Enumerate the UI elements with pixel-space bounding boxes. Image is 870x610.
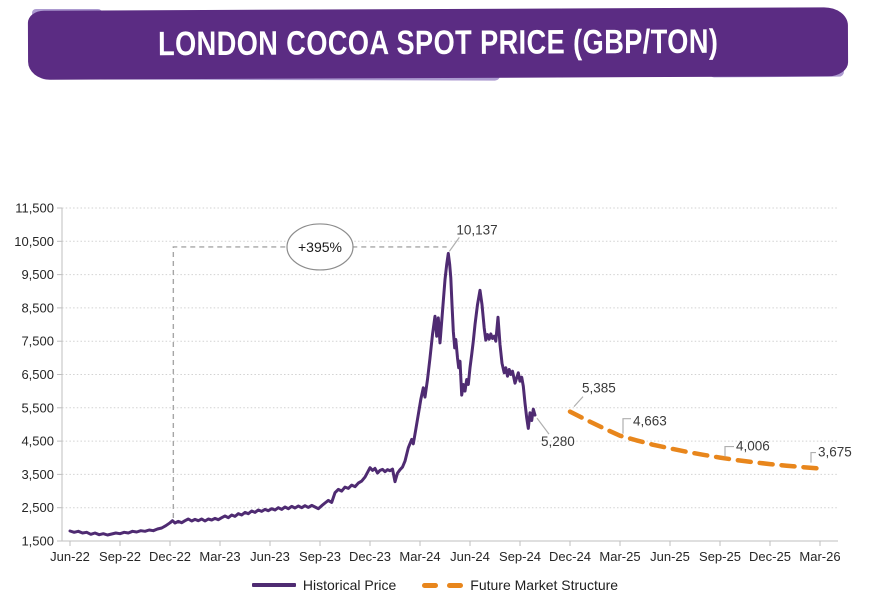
pct-change-ellipse: [286, 223, 354, 271]
legend-item-historical: Historical Price: [251, 577, 397, 593]
legend-label-historical: Historical Price: [302, 577, 397, 593]
legend-item-forecast: Future Market Structure: [422, 577, 618, 593]
y-tick-label: 10,500: [14, 234, 54, 249]
x-tick-label: Dec-25: [749, 549, 791, 564]
x-tick-label: Jun-24: [450, 549, 490, 564]
x-tick-label: Mar-25: [599, 549, 640, 564]
forecast-line-swatch: [422, 582, 464, 588]
x-tick-label: Mar-24: [399, 549, 440, 564]
title-banner: LONDON COCOA SPOT PRICE (GBP/TON): [27, 7, 849, 81]
forecast-value-label: 4,663: [633, 414, 667, 429]
forecast-line: [567, 409, 823, 471]
x-tick-label: Sep-22: [99, 549, 141, 564]
x-tick-label: Jun-22: [50, 549, 90, 564]
forecast-value-label: 4,006: [736, 439, 770, 454]
x-tick-label: Sep-25: [699, 549, 741, 564]
historical-price-line: [68, 251, 537, 537]
y-tick-label: 8,500: [21, 300, 54, 315]
x-tick-label: Mar-23: [199, 549, 240, 564]
x-tick-label: Dec-23: [349, 549, 391, 564]
x-tick-label: Jun-25: [650, 549, 690, 564]
x-tick-label: Jun-23: [250, 549, 290, 564]
forecast-value-label: 5,385: [582, 381, 616, 396]
pct-change-label: +395%: [298, 239, 342, 255]
y-tick-label: 9,500: [21, 267, 54, 282]
chart-legend: Historical Price Future Market Structure: [0, 577, 870, 593]
historical-line-swatch: [251, 583, 296, 587]
y-tick-label: 5,500: [21, 400, 54, 415]
forecast-callout-line: [810, 451, 816, 463]
x-tick-label: Sep-24: [499, 549, 541, 564]
x-tick-label: Dec-22: [149, 549, 191, 564]
y-tick-label: 2,500: [21, 500, 54, 515]
peak-callout-line: [448, 237, 460, 252]
y-tick-label: 11,500: [15, 201, 54, 216]
x-tick-label: Mar-26: [799, 549, 840, 564]
x-tick-label: Dec-24: [549, 549, 591, 564]
y-tick-label: 6,500: [21, 367, 54, 382]
y-tick-label: 4,500: [21, 434, 54, 449]
hist-end-callout-line: [536, 417, 550, 435]
forecast-callout-line: [622, 418, 631, 434]
forecast-callout-line: [724, 445, 734, 457]
pct-change-dashed-line: [172, 246, 447, 519]
legend-label-forecast: Future Market Structure: [470, 577, 619, 593]
peak-value-label: 10,137: [456, 222, 497, 237]
x-tick-label: Sep-23: [299, 549, 341, 564]
y-tick-label: 1,500: [21, 534, 54, 549]
forecast-callout-line: [573, 396, 584, 408]
forecast-value-label: 3,675: [818, 445, 852, 460]
y-tick-label: 7,500: [21, 334, 54, 349]
hist-end-value-label: 5,280: [541, 434, 575, 449]
y-tick-label: 3,500: [21, 467, 54, 482]
